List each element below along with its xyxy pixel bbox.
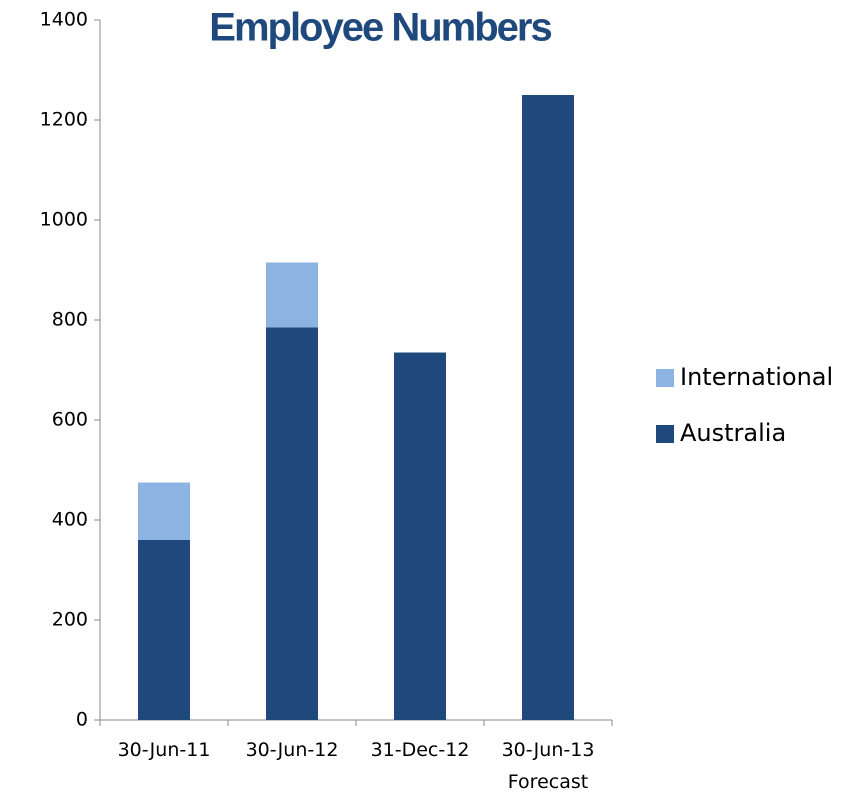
bar-segment xyxy=(394,352,446,720)
legend-label: Australia xyxy=(680,419,786,447)
bar-segment xyxy=(138,540,190,720)
bar-segment xyxy=(522,95,574,720)
y-tick-label: 1400 xyxy=(40,9,88,31)
bar-segment xyxy=(266,327,318,720)
bar-segment xyxy=(138,482,190,540)
y-tick-label: 1200 xyxy=(40,109,88,131)
legend-label: International xyxy=(680,363,833,391)
chart-title: Employee Numbers xyxy=(209,6,551,50)
y-tick-label: 200 xyxy=(52,609,88,631)
y-tick-label: 400 xyxy=(52,509,88,531)
y-tick-label: 1000 xyxy=(40,209,88,231)
y-tick-label: 800 xyxy=(52,309,88,331)
x-tick-label: 30-Jun-12 xyxy=(246,739,339,761)
legend-swatch xyxy=(656,425,674,443)
x-tick-label: 31-Dec-12 xyxy=(371,739,470,761)
y-tick-label: 600 xyxy=(52,409,88,431)
x-tick-label: 30-Jun-13 Forecast xyxy=(502,739,595,793)
x-tick-label: 30-Jun-11 xyxy=(118,739,211,761)
y-tick-label: 0 xyxy=(76,709,88,731)
bar-segment xyxy=(266,262,318,328)
legend-swatch xyxy=(656,369,674,387)
